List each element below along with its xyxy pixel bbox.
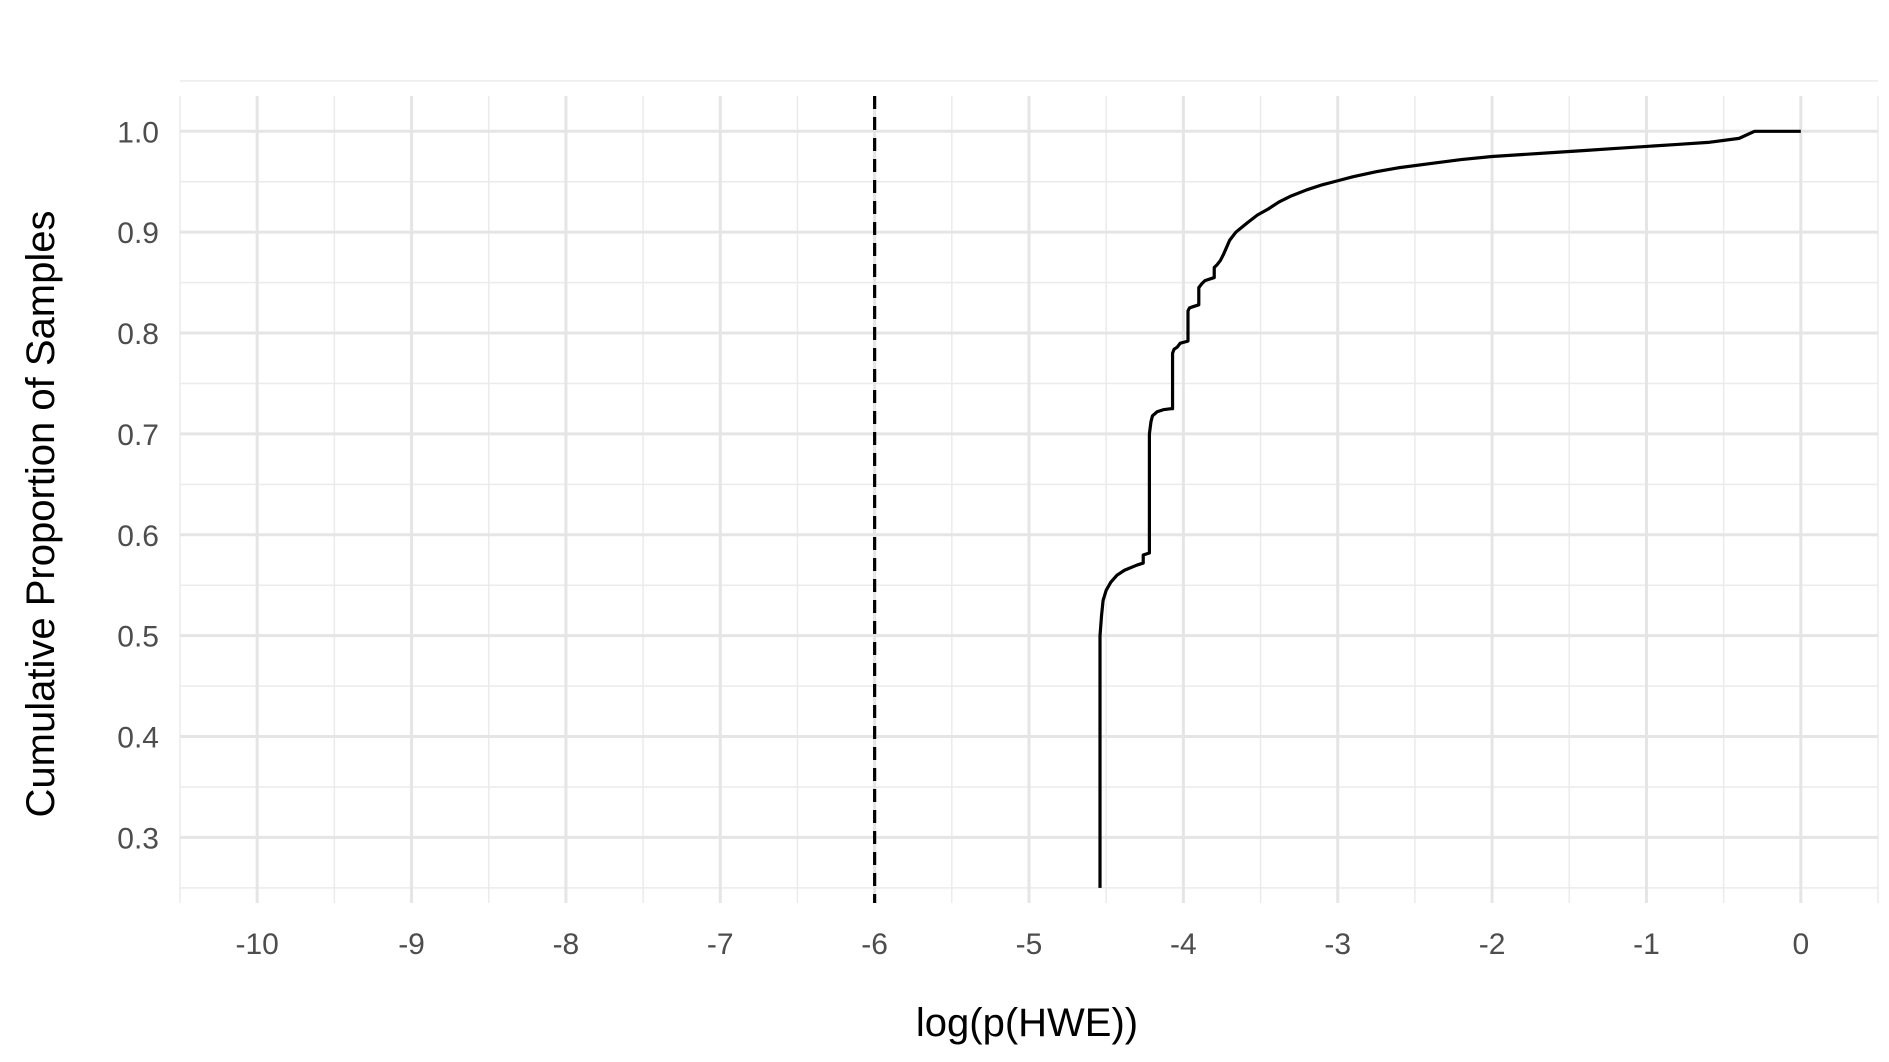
x-tick-label: -6 — [861, 928, 888, 961]
y-tick-label: 0.9 — [117, 217, 159, 250]
y-tick-label: 0.5 — [117, 621, 159, 654]
y-tick-label: 0.6 — [117, 520, 159, 553]
x-tick-label: -3 — [1324, 928, 1351, 961]
x-tick-label: -1 — [1633, 928, 1660, 961]
series-layer — [1098, 129, 1801, 888]
x-axis-title: log(p(HWE)) — [916, 1001, 1138, 1045]
y-tick-label: 0.7 — [117, 419, 159, 452]
y-tick-labels: 0.3 0.4 0.5 0.6 0.7 0.8 0.9 1.0 — [117, 116, 159, 855]
major-gridlines — [180, 96, 1878, 903]
x-tick-label: -9 — [398, 928, 425, 961]
y-tick-label: 0.4 — [117, 722, 159, 755]
x-tick-label: -4 — [1170, 928, 1197, 961]
x-tick-label: 0 — [1792, 928, 1809, 961]
y-tick-label: 1.0 — [117, 116, 159, 149]
x-tick-label: -7 — [707, 928, 734, 961]
y-tick-label: 0.8 — [117, 318, 159, 351]
x-tick-label: -2 — [1479, 928, 1506, 961]
y-axis-title: Cumulative Proportion of Samples — [19, 211, 63, 818]
x-tick-labels: -10 -9 -8 -7 -6 -5 -4 -3 -2 -1 0 — [236, 928, 1810, 961]
y-tick-label: 0.3 — [117, 822, 159, 855]
x-tick-label: -5 — [1016, 928, 1043, 961]
series-line-0 — [1098, 129, 1801, 888]
x-tick-label: -10 — [236, 928, 279, 961]
x-tick-label: -8 — [553, 928, 580, 961]
